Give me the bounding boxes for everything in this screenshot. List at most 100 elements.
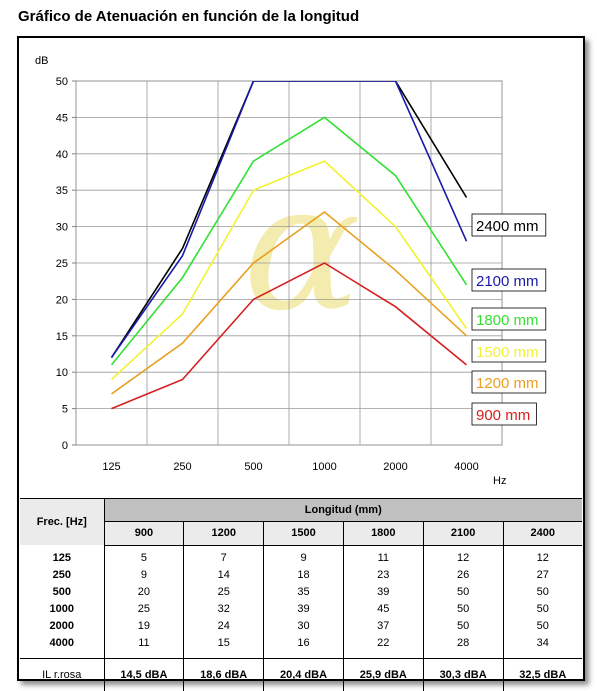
y-tick-label: 50 [56, 76, 68, 88]
value-cell: 39 [343, 583, 424, 601]
legend-item: 900 mm [471, 402, 537, 426]
chart-frame: α 0 5 10 15 20 25 30 35 40 45 50 125 250 500 1000 2000 4… [17, 36, 585, 691]
y-tick-label: 30 [56, 222, 68, 234]
value-cell: 34 [536, 637, 549, 649]
y-tick-label: 25 [56, 258, 68, 270]
value-cell: 20 [104, 583, 185, 601]
value-cell: 50 [536, 586, 549, 598]
value-cell: 12 [536, 552, 549, 564]
series-line [110, 81, 468, 359]
value-cell: 39 [263, 600, 344, 618]
attenuation-chart: α 0 5 10 15 20 25 30 35 40 45 50 125 250 500 1000 2000 4… [35, 55, 547, 487]
y-tick-label: 5 [62, 404, 68, 416]
value-cell: 25 [104, 600, 185, 618]
x-axis-label: Hz [493, 475, 506, 487]
value-cell: 50 [536, 603, 549, 615]
table-row: 500 20 25 35 39 50 50 [20, 583, 582, 601]
data-table: Frec. [Hz] Longitud (mm) 900 1200 1500 1800… [20, 497, 582, 691]
freq-cell: 1000 [20, 600, 105, 618]
value-cell: 11 [343, 545, 424, 567]
il-row: IL r.rosa 14,5 dBA 18,6 dBA 20,4 dBA 25,9 dB… [20, 657, 582, 691]
legend-item: 1200 mm [471, 370, 547, 394]
table-row: 2000 19 24 30 37 50 50 [20, 617, 582, 635]
il-value: 14,5 dBA [104, 657, 185, 691]
freq-cell: 2000 [20, 617, 105, 635]
series-line [110, 116, 468, 366]
legend-label: 1800 mm [476, 312, 539, 329]
length-column-header: 2400 [503, 521, 582, 546]
value-cell: 15 [183, 634, 265, 652]
y-tick-label: 45 [56, 112, 68, 124]
value-cell: 50 [536, 620, 549, 632]
legend-label: 2400 mm [476, 218, 539, 235]
value-cell: 7 [183, 545, 265, 567]
value-cell: 35 [263, 583, 344, 601]
length-column-header: 2100 [423, 521, 504, 546]
chart-legend: 2400 mm 2100 mm 1800 mm 1500 mm 1200 mm 900 m… [471, 213, 547, 426]
legend-label: 900 mm [476, 407, 530, 424]
value-cell: 30 [263, 617, 344, 635]
value-cell: 32 [183, 600, 265, 618]
freq-cell: 125 [20, 545, 105, 567]
x-tick-label: 4000 [454, 461, 478, 473]
value-cell: 27 [536, 569, 549, 581]
legend-label: 1200 mm [476, 375, 539, 392]
value-cell: 28 [423, 634, 504, 652]
legend-item: 1800 mm [471, 307, 547, 331]
y-tick-label: 35 [56, 185, 68, 197]
il-value: 30,3 dBA [423, 657, 504, 691]
value-cell: 16 [263, 634, 344, 652]
chart-title: Gráfico de Atenuación en función de la l… [18, 8, 360, 25]
length-column-header: 900 [104, 521, 185, 546]
value-cell: 9 [263, 545, 344, 567]
value-cell: 22 [343, 634, 424, 652]
x-tick-label: 1000 [312, 461, 336, 473]
value-cell: 50 [423, 600, 504, 618]
freq-cell: 250 [20, 566, 105, 584]
value-cell: 50 [423, 583, 504, 601]
il-value: 18,6 dBA [183, 657, 265, 691]
length-column-header: 1500 [263, 521, 344, 546]
x-tick-label: 250 [173, 461, 191, 473]
il-label: IL r.rosa [20, 657, 105, 691]
chart-axes: 0 5 10 15 20 25 30 35 40 45 50 125 250 500 1000 2000 400… [56, 76, 479, 473]
chart-series [110, 81, 468, 410]
value-cell: 14 [183, 566, 265, 584]
series-line [111, 262, 468, 410]
series-line [110, 81, 468, 359]
legend-item: 2100 mm [471, 268, 547, 292]
il-value: 32,5 dBA [503, 657, 582, 691]
alpha-watermark-icon: α [243, 147, 361, 350]
series-line [111, 210, 468, 395]
length-header: Longitud (mm) [104, 497, 582, 522]
freq-cell: 4000 [20, 634, 105, 652]
length-column-header: 1800 [343, 521, 424, 546]
il-value: 25,9 dBA [343, 657, 424, 691]
legend-label: 2100 mm [476, 273, 539, 290]
value-cell: 37 [343, 617, 424, 635]
length-header-row: 900 1200 1500 1800 2100 2400 [20, 521, 582, 546]
table-row: 1000 25 32 39 45 50 50 [20, 600, 582, 618]
value-cell: 25 [183, 583, 265, 601]
y-axis-label: dB [35, 55, 48, 67]
table-row: 250 9 14 18 23 26 27 [20, 566, 582, 584]
value-cell: 50 [423, 617, 504, 635]
legend-item: 1500 mm [471, 339, 547, 363]
freq-cell: 500 [20, 583, 105, 601]
length-column-header: 1200 [183, 521, 265, 546]
value-cell: 11 [104, 634, 185, 652]
legend-label: 1500 mm [476, 344, 539, 361]
table-row: 4000 11 15 16 22 28 34 [20, 634, 582, 652]
value-cell: 23 [343, 566, 424, 584]
x-tick-label: 2000 [383, 461, 407, 473]
table-row: 125 5 7 9 11 12 12 [20, 545, 582, 567]
x-tick-label: 500 [244, 461, 262, 473]
svg-text:α: α [243, 147, 361, 350]
x-tick-label: 125 [102, 461, 120, 473]
y-tick-label: 0 [62, 440, 68, 452]
series-line [110, 160, 468, 381]
value-cell: 18 [263, 566, 344, 584]
il-value: 20,4 dBA [263, 657, 344, 691]
y-tick-label: 20 [56, 294, 68, 306]
value-cell: 24 [183, 617, 265, 635]
